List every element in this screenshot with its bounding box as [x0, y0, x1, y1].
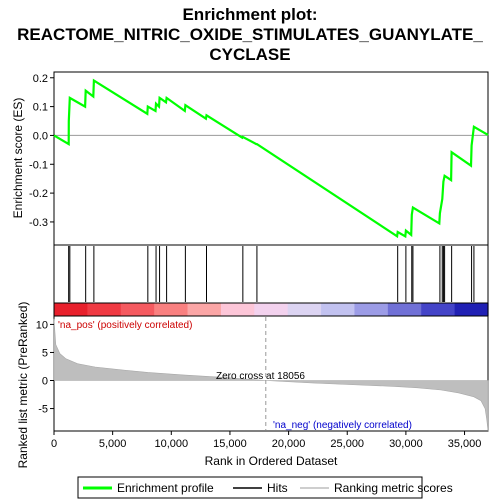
heatmap-segment — [454, 303, 489, 316]
heatmap-segment — [354, 303, 389, 316]
es-tick-label: 0.1 — [33, 102, 48, 114]
heatmap-segment — [187, 303, 222, 316]
heatmap-segment — [220, 303, 255, 316]
hit-markers — [68, 246, 475, 302]
legend-enrichment-label: Enrichment profile — [117, 481, 214, 495]
legend-hits-label: Hits — [267, 481, 288, 495]
x-tick-label: 25,000 — [330, 438, 364, 450]
heatmap-segment — [154, 303, 189, 316]
heatmap-segment — [254, 303, 289, 316]
x-axis: 0 5,000 10,000 15,000 20,000 25,000 30,000 35,0… — [51, 431, 481, 450]
heatmap-segment — [421, 303, 456, 316]
x-tick-label: 20,000 — [272, 438, 306, 450]
es-panel — [53, 71, 489, 246]
heatmap-segment — [321, 303, 356, 316]
heatmap-segment — [54, 303, 88, 316]
title-line-2: REACTOME_NITRIC_OXIDE_STIMULATES_GUANYLA… — [17, 25, 483, 44]
ranking-metric-area — [53, 317, 489, 432]
metric-tick-label: -5 — [38, 404, 48, 416]
x-axis-label: Rank in Ordered Dataset — [205, 454, 338, 468]
x-tick-label: 35,000 — [448, 438, 482, 450]
es-tick-label: 0.0 — [33, 130, 48, 142]
heatmap-segment — [287, 303, 322, 316]
es-tick-label: 0.2 — [33, 73, 48, 85]
metric-tick-label: 10 — [36, 319, 48, 331]
metric-tick-label: 5 — [42, 347, 48, 359]
legend-metric-label: Ranking metric scores — [334, 481, 453, 495]
negative-correlation-label: 'na_neg' (negatively correlated) — [273, 420, 412, 431]
title-line-1: Enrichment plot: — [182, 5, 317, 24]
es-y-axis: 0.2 0.1 0.0 -0.1 -0.2 -0.3 — [29, 73, 54, 229]
positive-correlation-label: 'na_pos' (positively correlated) — [58, 320, 192, 331]
enrichment-profile-path — [53, 78, 489, 239]
x-tick-label: 30,000 — [389, 438, 423, 450]
es-tick-label: -0.2 — [29, 188, 48, 200]
x-tick-label: 10,000 — [154, 438, 188, 450]
metric-tick-label: 0 — [42, 376, 48, 388]
ranking-metric-fill — [53, 318, 489, 432]
x-tick-label: 15,000 — [213, 438, 247, 450]
x-tick-label: 0 — [51, 438, 57, 450]
es-tick-label: -0.1 — [29, 159, 48, 171]
enrichment-profile-line — [53, 78, 489, 239]
ranking-heatmap-bar — [53, 302, 489, 317]
heatmap-segment — [120, 303, 155, 316]
title-line-3: CYCLASE — [209, 45, 290, 64]
metric-y-axis: 10 5 0 -5 — [36, 319, 54, 416]
metric-y-axis-label: Ranked list metric (PreRanked) — [16, 302, 30, 469]
zero-cross-label: Zero cross at 18056 — [216, 371, 305, 382]
hits-panel — [53, 244, 489, 304]
es-y-axis-label: Enrichment score (ES) — [11, 98, 25, 219]
es-tick-label: -0.3 — [29, 217, 48, 229]
heatmap-segment — [387, 303, 422, 316]
heatmap-segment — [87, 303, 122, 316]
x-tick-label: 5,000 — [99, 438, 127, 450]
